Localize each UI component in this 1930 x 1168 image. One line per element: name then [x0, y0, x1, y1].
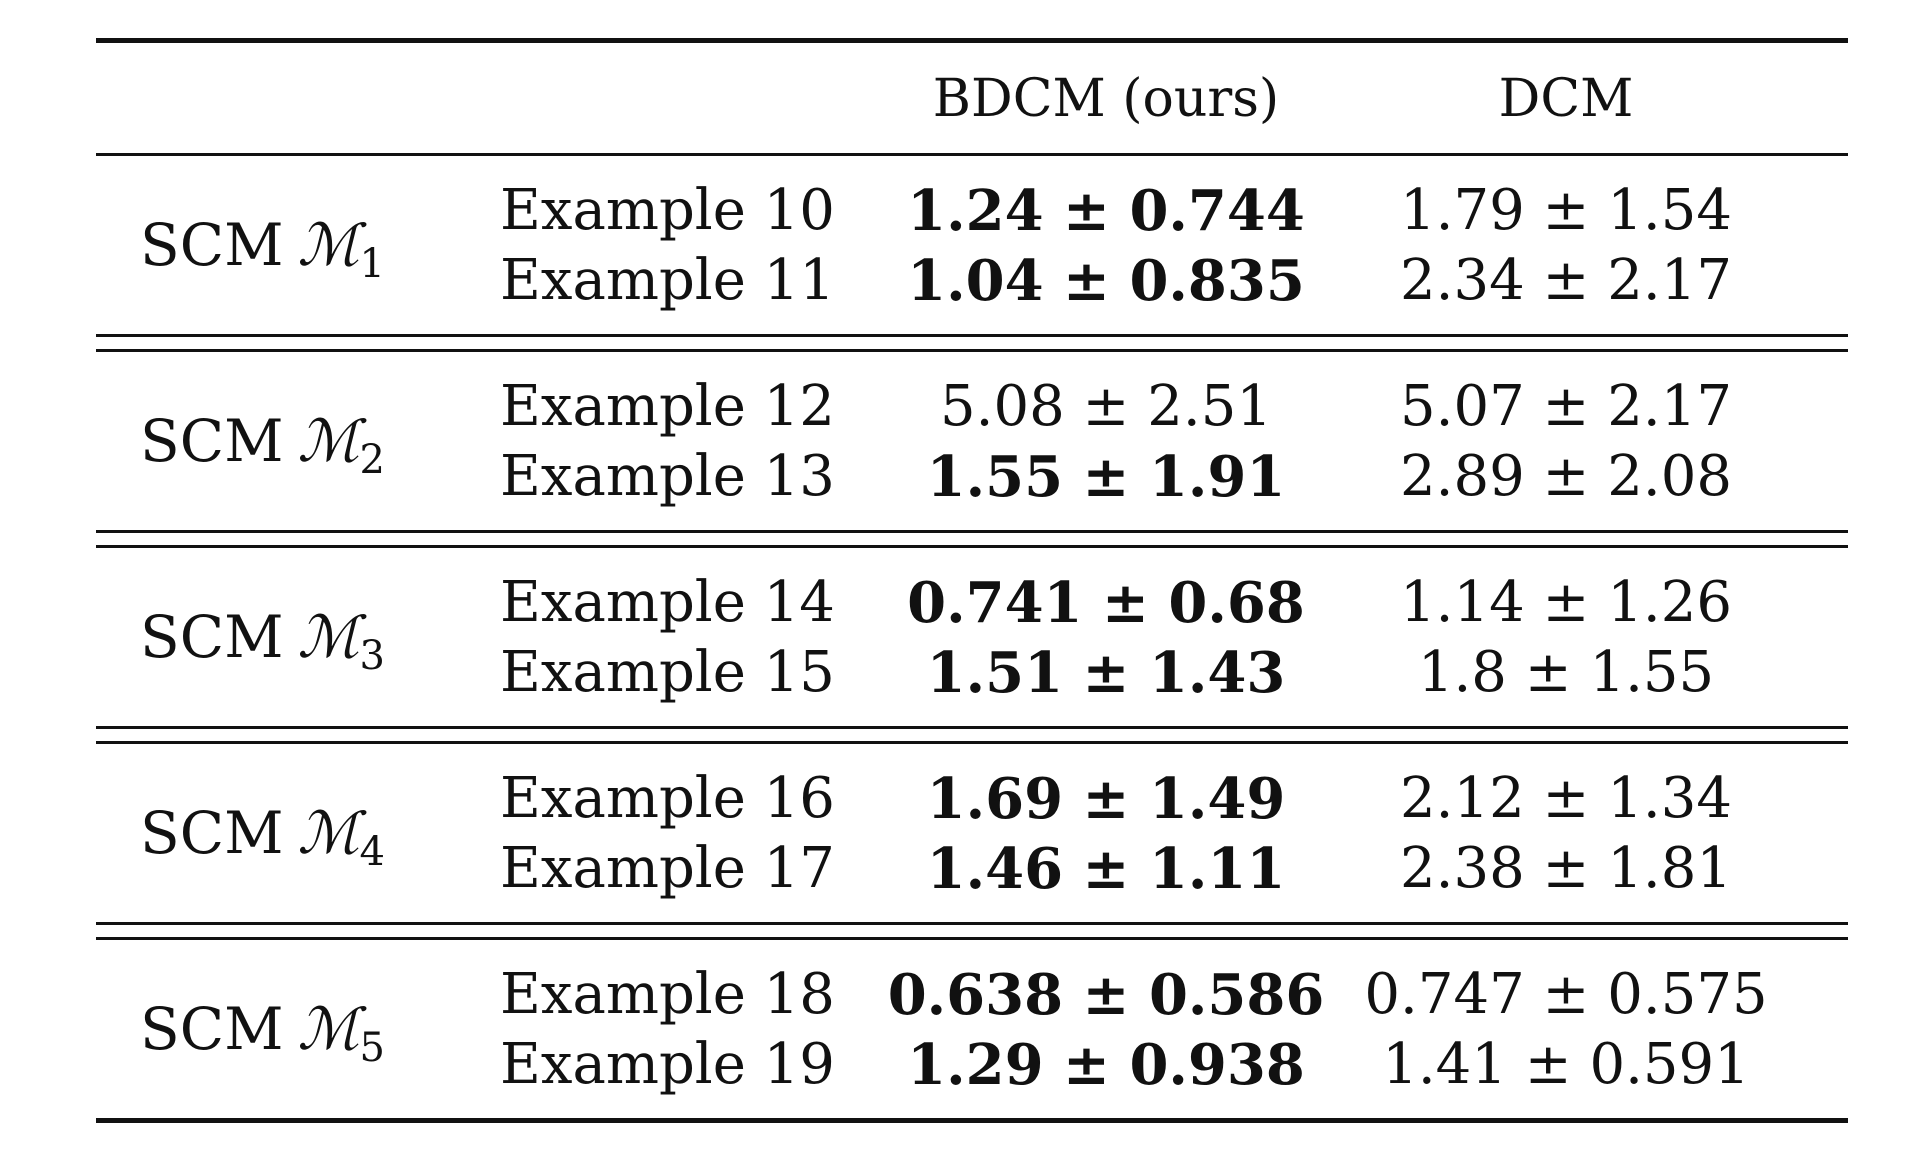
results-table: BDCM (ours) DCM SCM ℳ1 Example 10 1.24 ± 0.… [96, 38, 1848, 1123]
table-body: SCM ℳ1 Example 10 1.24 ± 0.744 1.79 ± 1.54 Ex… [96, 156, 1848, 1118]
scm-text: SCM [140, 603, 284, 671]
scm-label: SCM ℳ5 [140, 940, 385, 1118]
model-symbol-letter: ℳ [297, 799, 360, 867]
example-label: Example 13 [500, 444, 835, 509]
model-symbol-letter: ℳ [297, 407, 360, 475]
bdcm-value: 1.51 ± 1.43 [926, 640, 1286, 706]
dcm-value: 2.38 ± 1.81 [1400, 836, 1732, 901]
scm-group: SCM ℳ4 Example 16 1.69 ± 1.49 2.12 ± 1.34 Exa… [96, 744, 1848, 922]
model-symbol: ℳ1 [297, 211, 385, 284]
dcm-value: 2.34 ± 2.17 [1400, 248, 1732, 313]
dcm-value: 1.41 ± 0.591 [1382, 1032, 1750, 1097]
scm-text: SCM [140, 211, 284, 279]
model-symbol-letter: ℳ [297, 995, 360, 1063]
table-row: Example 14 0.741 ± 0.68 1.14 ± 1.26 [96, 568, 1848, 638]
bdcm-value: 1.04 ± 0.835 [907, 248, 1305, 314]
dcm-value: 1.14 ± 1.26 [1400, 570, 1732, 635]
table-row: Example 15 1.51 ± 1.43 1.8 ± 1.55 [96, 638, 1848, 708]
table-row: Example 17 1.46 ± 1.11 2.38 ± 1.81 [96, 834, 1848, 904]
example-label: Example 16 [500, 766, 835, 831]
header-bdcm: BDCM (ours) [932, 69, 1280, 129]
model-index: 5 [359, 1025, 385, 1071]
bdcm-value: 1.24 ± 0.744 [907, 178, 1305, 244]
table-row: Example 19 1.29 ± 0.938 1.41 ± 0.591 [96, 1030, 1848, 1100]
bdcm-value: 5.08 ± 2.51 [940, 374, 1272, 439]
bdcm-value: 1.46 ± 1.11 [926, 836, 1286, 902]
bottom-rule [96, 1118, 1848, 1123]
scm-group: SCM ℳ1 Example 10 1.24 ± 0.744 1.79 ± 1.54 Ex… [96, 156, 1848, 334]
scm-text: SCM [140, 799, 284, 867]
model-symbol: ℳ5 [297, 995, 385, 1068]
header-dcm: DCM [1498, 69, 1634, 129]
table-row: Example 10 1.24 ± 0.744 1.79 ± 1.54 [96, 176, 1848, 246]
group-separator [96, 530, 1848, 548]
model-index: 4 [359, 829, 385, 875]
group-separator [96, 922, 1848, 940]
model-index: 3 [359, 633, 385, 679]
scm-text: SCM [140, 407, 284, 475]
scm-group: SCM ℳ3 Example 14 0.741 ± 0.68 1.14 ± 1.26 Ex… [96, 548, 1848, 726]
model-symbol: ℳ2 [297, 407, 385, 480]
scm-label: SCM ℳ2 [140, 352, 385, 530]
dcm-value: 5.07 ± 2.17 [1400, 374, 1732, 439]
bdcm-value: 1.55 ± 1.91 [926, 444, 1286, 510]
top-rule [96, 38, 1848, 43]
model-symbol-letter: ℳ [297, 603, 360, 671]
scm-text: SCM [140, 995, 284, 1063]
bdcm-value: 0.638 ± 0.586 [887, 962, 1325, 1028]
scm-label: SCM ℳ3 [140, 548, 385, 726]
example-label: Example 12 [500, 374, 835, 439]
example-label: Example 10 [500, 178, 835, 243]
group-separator [96, 334, 1848, 352]
dcm-value: 1.79 ± 1.54 [1400, 178, 1732, 243]
dcm-value: 2.89 ± 2.08 [1400, 444, 1732, 509]
dcm-value: 0.747 ± 0.575 [1364, 962, 1768, 1027]
scm-label: SCM ℳ1 [140, 156, 385, 334]
group-separator [96, 726, 1848, 744]
example-label: Example 17 [500, 836, 835, 901]
scm-group: SCM ℳ2 Example 12 5.08 ± 2.51 5.07 ± 2.17 Exa… [96, 352, 1848, 530]
model-index: 2 [359, 437, 385, 483]
table-row: Example 12 5.08 ± 2.51 5.07 ± 2.17 [96, 372, 1848, 442]
model-symbol: ℳ3 [297, 603, 385, 676]
table-row: Example 16 1.69 ± 1.49 2.12 ± 1.34 [96, 764, 1848, 834]
model-symbol: ℳ4 [297, 799, 385, 872]
table-row: Example 13 1.55 ± 1.91 2.89 ± 2.08 [96, 442, 1848, 512]
example-label: Example 14 [500, 570, 835, 635]
example-label: Example 11 [500, 248, 835, 313]
table-row: Example 11 1.04 ± 0.835 2.34 ± 2.17 [96, 246, 1848, 316]
example-label: Example 15 [500, 640, 835, 705]
model-symbol-letter: ℳ [297, 211, 360, 279]
model-index: 1 [359, 241, 385, 287]
scm-label: SCM ℳ4 [140, 744, 385, 922]
dcm-value: 2.12 ± 1.34 [1400, 766, 1732, 831]
bdcm-value: 0.741 ± 0.68 [907, 570, 1305, 636]
bdcm-value: 1.69 ± 1.49 [926, 766, 1286, 832]
header-rule [96, 153, 1848, 156]
scm-group: SCM ℳ5 Example 18 0.638 ± 0.586 0.747 ± 0.57… [96, 940, 1848, 1118]
bdcm-value: 1.29 ± 0.938 [907, 1032, 1305, 1098]
header-row: BDCM (ours) DCM [96, 43, 1848, 153]
dcm-value: 1.8 ± 1.55 [1417, 640, 1715, 705]
table-row: Example 18 0.638 ± 0.586 0.747 ± 0.575 [96, 960, 1848, 1030]
example-label: Example 18 [500, 962, 835, 1027]
example-label: Example 19 [500, 1032, 835, 1097]
